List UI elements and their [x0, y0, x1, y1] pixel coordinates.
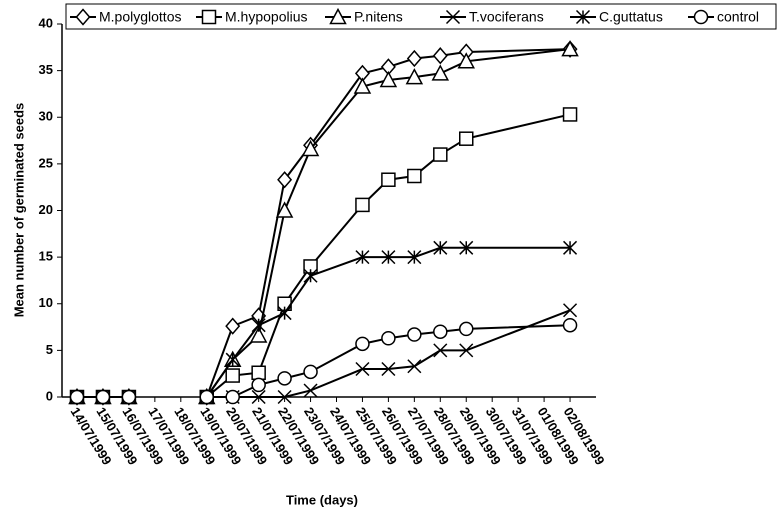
marker: [225, 317, 241, 335]
legend-label: C.guttatus: [599, 9, 663, 25]
marker: [405, 68, 424, 85]
marker: [407, 168, 422, 184]
marker: [433, 240, 448, 255]
y-axis-label: Mean number of germinated seeds: [11, 103, 26, 318]
marker: [277, 171, 293, 189]
y-tick-label: 25: [39, 155, 53, 170]
marker: [381, 361, 396, 377]
marker: [251, 389, 266, 405]
legend-entry: T.vociferans: [440, 9, 544, 25]
marker: [355, 250, 370, 265]
marker: [381, 172, 396, 187]
series-line: [77, 246, 571, 398]
legend-entry: M.hypopolius: [196, 9, 308, 25]
marker: [433, 343, 448, 358]
x-axis-label: Time (days): [286, 492, 358, 507]
marker: [459, 131, 474, 146]
marker: [303, 268, 318, 283]
series-line: [77, 48, 571, 398]
y-tick-label: 20: [39, 202, 53, 217]
marker: [277, 306, 292, 321]
marker: [303, 364, 318, 380]
marker: [303, 383, 318, 398]
y-tick-label: 40: [39, 15, 53, 30]
marker: [95, 389, 111, 405]
legend-label: P.nitens: [354, 9, 403, 25]
y-tick-label: 15: [39, 249, 53, 264]
legend-label: M.hypopolius: [225, 9, 308, 25]
marker: [353, 77, 372, 94]
series-line: [77, 309, 571, 398]
marker: [433, 324, 448, 339]
legend-label: T.vociferans: [469, 9, 544, 25]
marker: [121, 389, 137, 405]
y-tick-label: 35: [39, 62, 53, 77]
marker: [301, 139, 320, 157]
marker: [225, 368, 240, 383]
marker: [457, 52, 476, 69]
legend-box: [65, 3, 777, 30]
legend-label: M.polyglottos: [99, 9, 181, 25]
marker: [432, 47, 448, 65]
series-line: [77, 48, 571, 398]
marker: [249, 326, 268, 343]
marker: [575, 9, 591, 25]
marker: [433, 147, 448, 162]
series-line: [77, 113, 571, 398]
marker: [225, 352, 240, 367]
marker: [355, 361, 370, 377]
marker: [459, 240, 474, 255]
legend-entry: P.nitens: [325, 7, 403, 25]
marker: [201, 9, 217, 25]
marker: [355, 336, 370, 352]
marker: [693, 9, 709, 25]
marker: [445, 9, 461, 25]
marker: [562, 317, 578, 333]
marker: [277, 389, 292, 405]
marker: [381, 250, 396, 265]
marker: [355, 197, 370, 213]
marker: [379, 70, 398, 88]
marker: [199, 389, 214, 405]
marker: [381, 331, 396, 346]
marker: [329, 7, 347, 25]
marker: [275, 201, 294, 218]
marker: [406, 49, 422, 68]
marker: [251, 377, 266, 393]
legend-label: control: [717, 9, 759, 25]
marker: [69, 389, 85, 405]
marker: [407, 250, 422, 265]
marker: [459, 343, 474, 358]
series-line: [77, 324, 571, 398]
marker: [459, 321, 474, 337]
legend-entry: M.polyglottos: [70, 8, 181, 26]
legend-entry: control: [688, 9, 759, 25]
marker: [75, 8, 91, 26]
marker: [407, 327, 422, 342]
marker: [561, 40, 579, 57]
y-tick-label: 5: [46, 342, 53, 357]
marker: [277, 371, 292, 386]
marker: [431, 64, 450, 81]
marker: [407, 359, 422, 374]
marker: [563, 240, 578, 255]
marker: [225, 389, 240, 405]
y-tick-label: 10: [39, 295, 53, 310]
marker: [562, 107, 578, 122]
marker: [251, 318, 266, 333]
y-tick-label: 30: [39, 109, 53, 124]
y-tick-label: 0: [46, 388, 53, 403]
marker: [563, 303, 578, 318]
marker: [251, 365, 266, 381]
legend-entry: C.guttatus: [570, 9, 663, 25]
